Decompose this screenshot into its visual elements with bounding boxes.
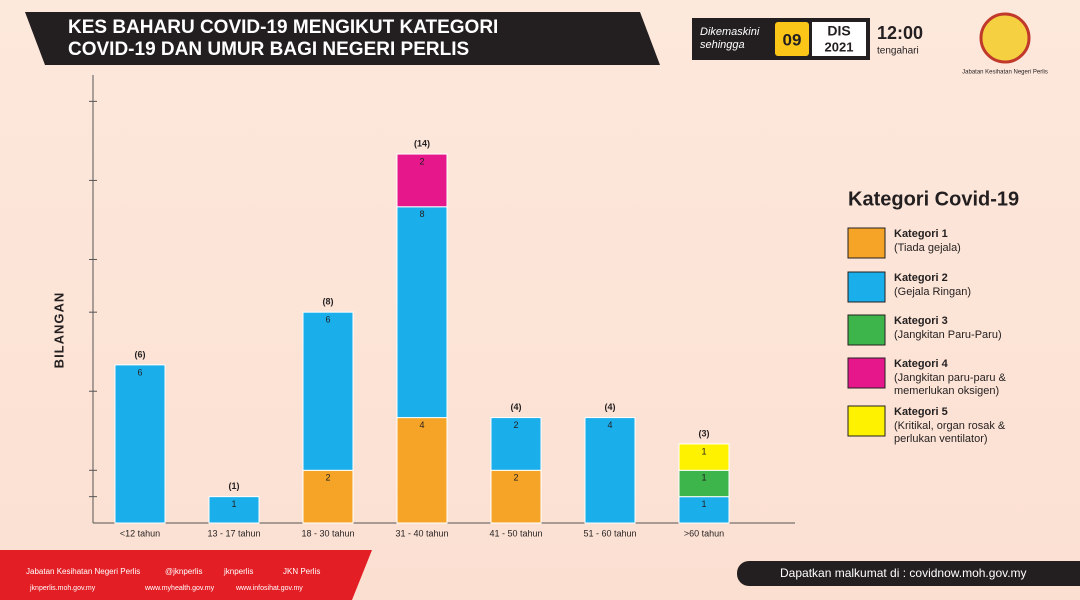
bar-segment — [678, 496, 730, 524]
legend-swatch — [847, 405, 886, 437]
segment-label: 1 — [231, 499, 236, 509]
legend-description: (Jangkitan Paru-Paru) — [894, 329, 1002, 341]
website: www.infosihat.gov.my — [235, 585, 303, 592]
legend-swatch — [847, 271, 886, 303]
y-axis-label: BILANGAN — [51, 292, 66, 369]
segment-label: 2 — [419, 156, 424, 166]
legend-description: (Gejala Ringan) — [894, 286, 971, 298]
month: DIS — [827, 23, 850, 39]
total-label: (8) — [323, 297, 334, 307]
total-label: (4) — [605, 402, 616, 412]
bar-segment — [490, 469, 542, 524]
bar-segment — [678, 443, 730, 471]
agency: Jabatan Kesihatan Negeri Perlis — [962, 70, 1048, 76]
segment-label: 4 — [419, 420, 424, 430]
legend-swatch — [847, 227, 886, 259]
website: jknperlis.moh.gov.my — [29, 585, 96, 592]
title: COVID-19 DAN UMUR BAGI NEGERI PERLIS — [68, 39, 469, 60]
info-bar — [737, 561, 1080, 586]
total-label: (1) — [229, 481, 240, 491]
legend-description: (Kritikal, organ rosak & perlukan ventila… — [894, 420, 1006, 445]
info: Dapatkan malkumat di : covidnow.moh.gov.… — [780, 566, 1027, 580]
agency-logo — [979, 12, 1031, 64]
social: jknperlis — [223, 567, 253, 576]
segment-label: 1 — [701, 499, 706, 509]
legend-swatch — [847, 357, 886, 389]
total-label: (4) — [511, 402, 522, 412]
bar-segment — [396, 206, 448, 419]
bar-segment — [584, 417, 636, 524]
updated-label: Dikemaskini — [700, 26, 760, 38]
legend-name: Kategori 5 — [894, 406, 948, 418]
legend-name: Kategori 2 — [894, 272, 948, 284]
bar-segment — [302, 311, 354, 471]
segment-label: 6 — [137, 367, 142, 377]
year: 2021 — [825, 39, 854, 54]
segment-label: 1 — [701, 473, 706, 483]
segment-label: 6 — [325, 315, 330, 325]
social: @jknperlis — [165, 567, 202, 576]
month-box — [812, 22, 866, 56]
legend-description: (Jangkitan paru-paru & memerlukan oksigen… — [894, 372, 1007, 397]
segment-label: 2 — [513, 473, 518, 483]
legend-name: Kategori 4 — [894, 358, 949, 370]
segment-label: 8 — [419, 209, 424, 219]
legend-name: Kategori 3 — [894, 315, 948, 327]
total-label: (6) — [135, 349, 146, 359]
x-tick-label: 51 - 60 tahun — [583, 528, 636, 538]
legend-description: (Tiada gejala) — [894, 242, 961, 254]
legend-swatch — [847, 314, 886, 346]
footer-banner — [0, 550, 372, 600]
social: JKN Perlis — [283, 567, 320, 576]
legend-name: Kategori 1 — [894, 228, 948, 240]
bar-segment — [678, 469, 730, 498]
legend-title: Kategori Covid-19 — [848, 188, 1019, 210]
bar-segment — [114, 364, 166, 524]
updated-label: sehingga — [700, 39, 745, 51]
total-label: (3) — [699, 428, 710, 438]
website: www.myhealth.gov.my — [144, 585, 215, 592]
title-banner — [25, 12, 660, 65]
x-tick-label: <12 tahun — [120, 528, 160, 538]
bar-segment — [396, 153, 448, 208]
total-label: (14) — [414, 138, 430, 148]
segment-label: 4 — [607, 420, 612, 430]
segment-label: 2 — [325, 473, 330, 483]
segment-label: 2 — [513, 420, 518, 430]
social: Jabatan Kesihatan Negeri Perlis — [26, 567, 140, 576]
bar-segment — [396, 417, 448, 524]
day-box — [775, 22, 809, 56]
x-tick-label: 31 - 40 tahun — [395, 528, 448, 538]
x-tick-label: 41 - 50 tahun — [489, 528, 542, 538]
x-tick-label: >60 tahun — [684, 528, 724, 538]
bar-segment — [490, 417, 542, 471]
segment-label: 1 — [701, 446, 706, 456]
time-note: tengahari — [877, 46, 919, 57]
x-tick-label: 13 - 17 tahun — [207, 528, 260, 538]
bar-segment — [302, 469, 354, 524]
time: 12:00 — [877, 23, 923, 43]
day: 09 — [783, 30, 802, 49]
title: KES BAHARU COVID-19 MENGIKUT KATEGORI — [68, 17, 498, 38]
x-tick-label: 18 - 30 tahun — [301, 528, 354, 538]
bar-segment — [208, 496, 260, 524]
